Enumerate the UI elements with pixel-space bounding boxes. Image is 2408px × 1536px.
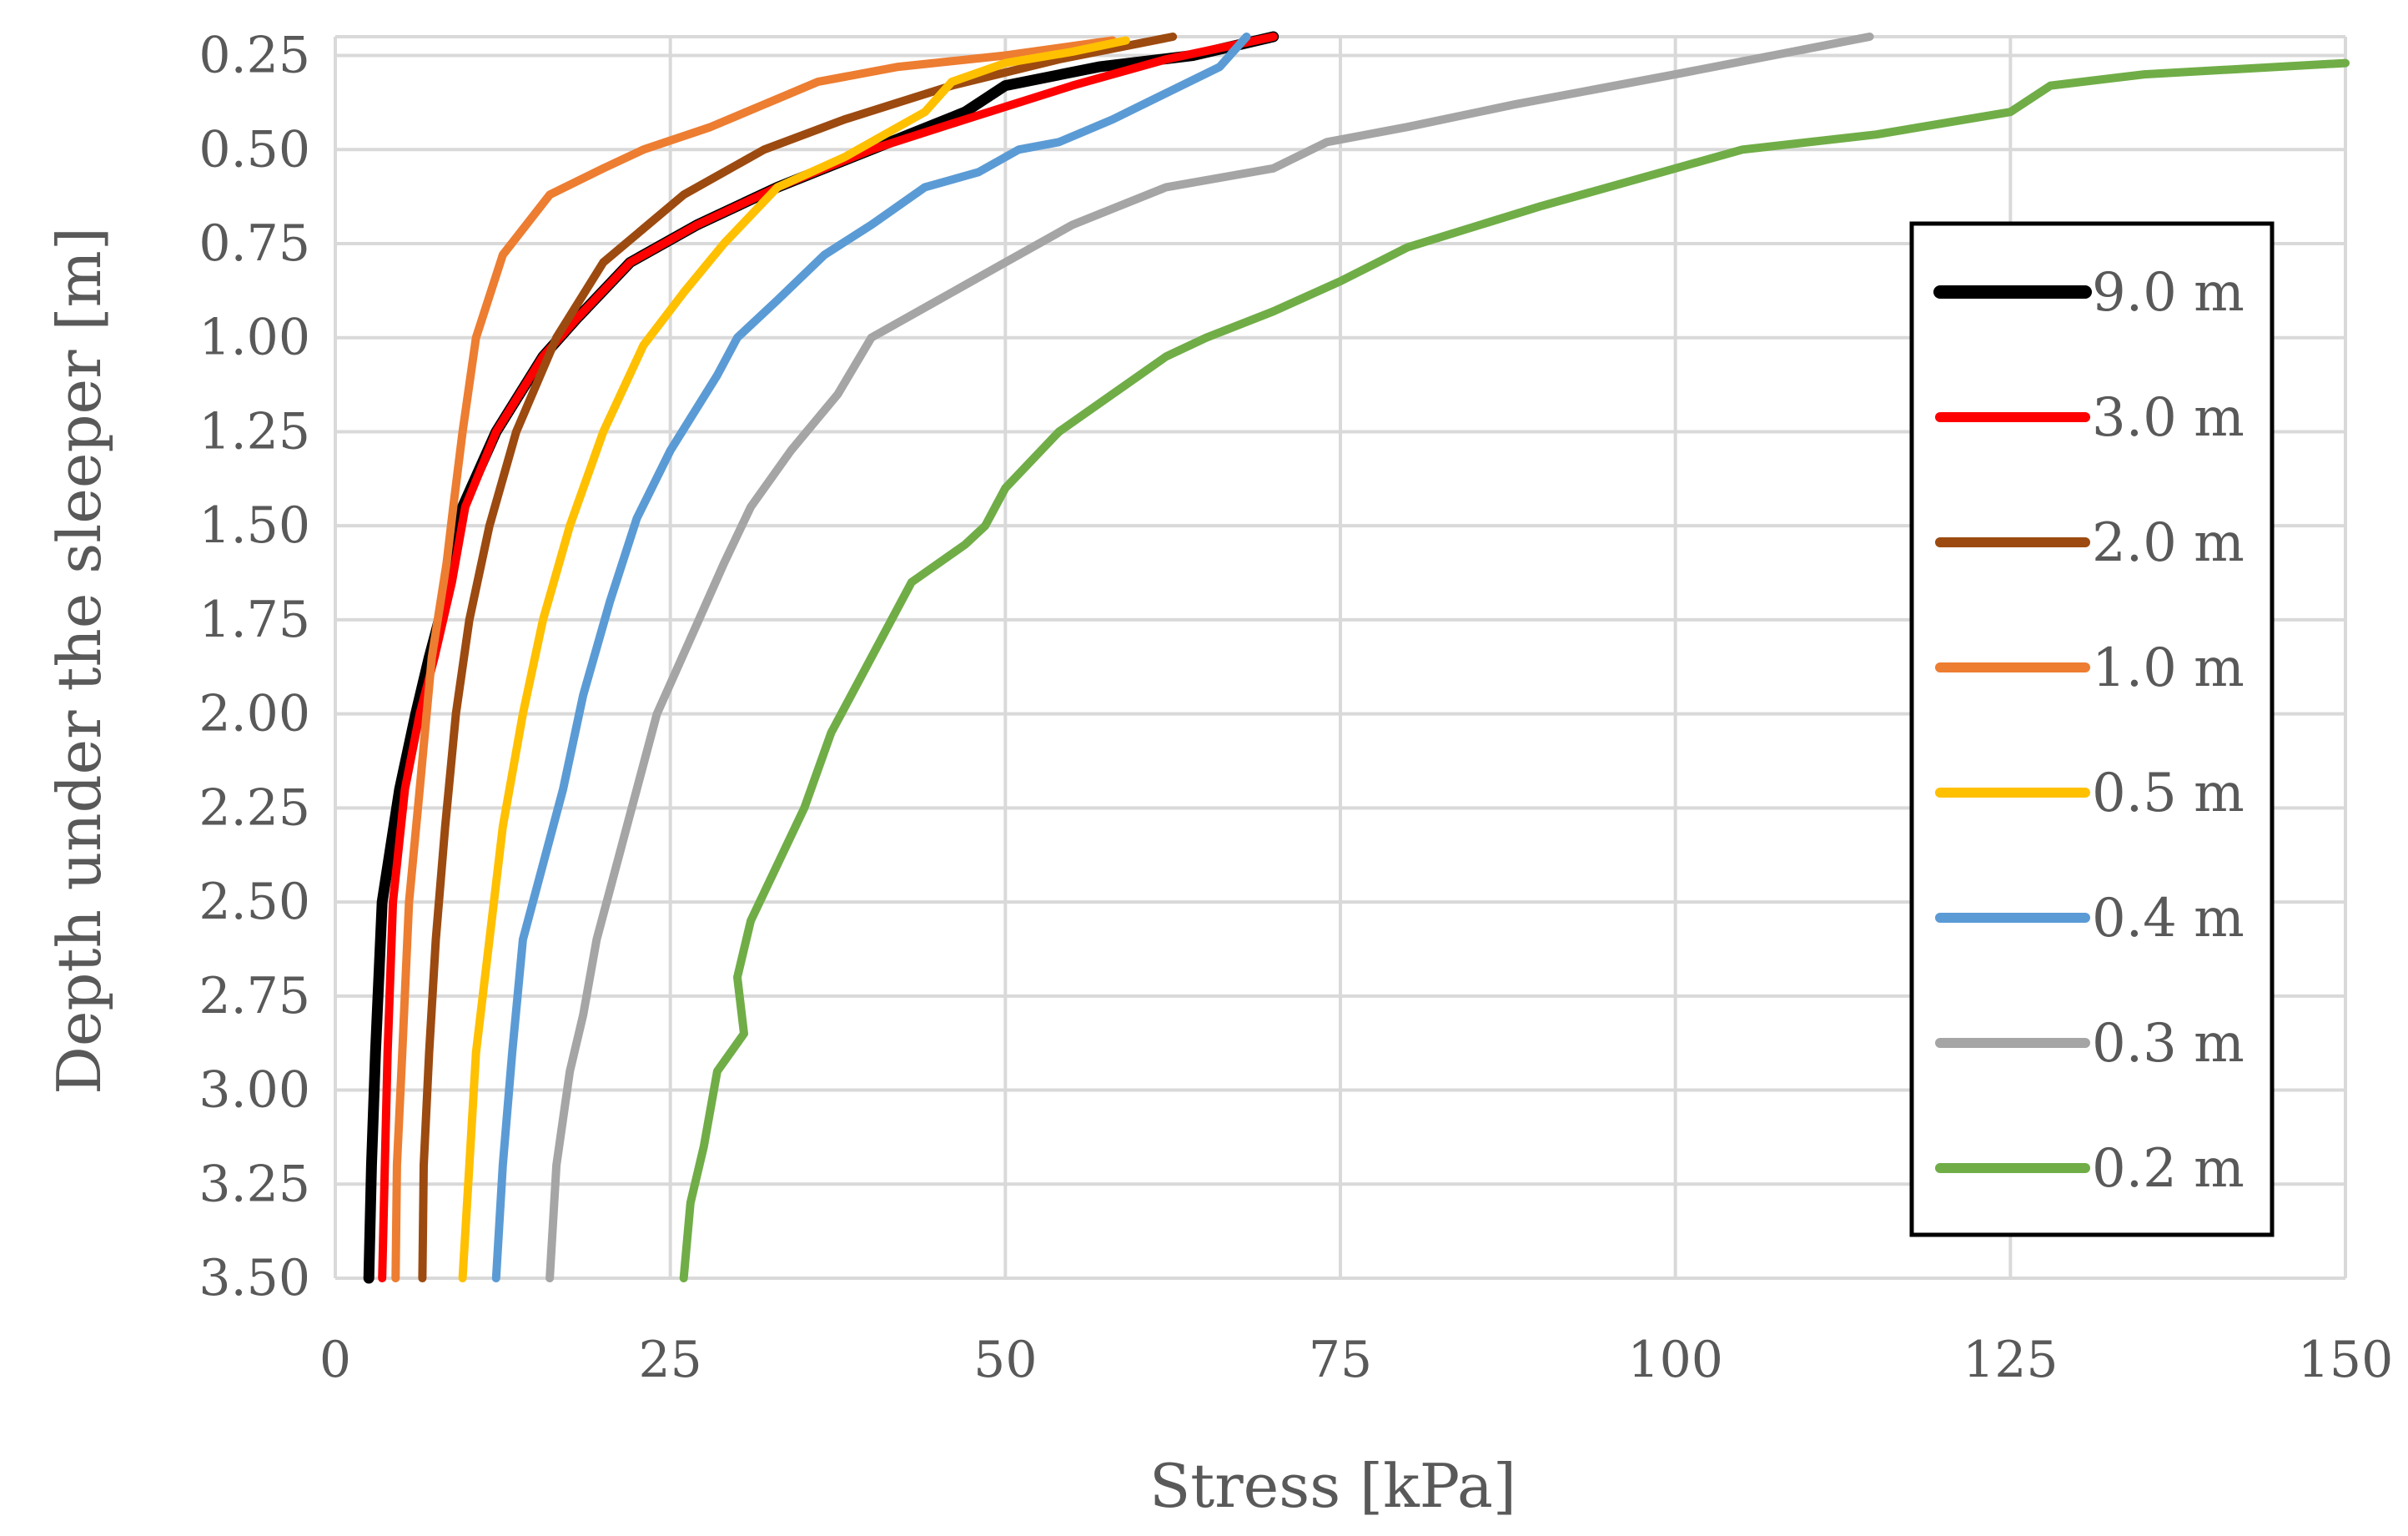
legend-label-0-5-m: 0.5 m bbox=[2092, 763, 2245, 824]
x-tick-label-100: 100 bbox=[1627, 1331, 1723, 1389]
x-tick-label-75: 75 bbox=[1309, 1331, 1372, 1389]
y-tick-label-1.50: 1.50 bbox=[199, 496, 310, 555]
y-tick-label-2.75: 2.75 bbox=[199, 967, 310, 1025]
y-tick-label-2.50: 2.50 bbox=[199, 873, 310, 931]
series-line-9-0-m bbox=[363, 31, 1279, 1284]
series-line-0-2-m bbox=[679, 58, 2350, 1282]
y-tick-label-2.25: 2.25 bbox=[199, 778, 310, 837]
y-tick-label-3.50: 3.50 bbox=[199, 1249, 310, 1307]
y-tick-label-0.75: 0.75 bbox=[199, 214, 310, 273]
legend-label-0-4-m: 0.4 m bbox=[2092, 888, 2245, 949]
legend-label-0-2-m: 0.2 m bbox=[2092, 1138, 2245, 1200]
x-tick-label-25: 25 bbox=[638, 1331, 701, 1389]
series-layer bbox=[363, 31, 2350, 1284]
y-tick-label-2.00: 2.00 bbox=[199, 685, 310, 743]
y-tick-label-0.25: 0.25 bbox=[199, 27, 310, 85]
legend-label-0-3-m: 0.3 m bbox=[2092, 1013, 2245, 1075]
series-line-2-0-m bbox=[418, 33, 1178, 1282]
x-tick-label-50: 50 bbox=[973, 1331, 1037, 1389]
y-axis-title: Depth under the sleeper [m] bbox=[44, 227, 114, 1095]
series-line-3-0-m bbox=[378, 33, 1278, 1282]
legend-box bbox=[1909, 221, 2275, 1237]
series-line-1-0-m bbox=[391, 36, 1117, 1282]
legend-label-2-0-m: 2.0 m bbox=[2092, 512, 2245, 574]
legend-label-9-0-m: 9.0 m bbox=[2092, 262, 2245, 324]
y-tick-label-0.50: 0.50 bbox=[199, 120, 310, 179]
x-axis-title: Stress [kPa] bbox=[1149, 1451, 1516, 1521]
legend-label-1-0-m: 1.0 m bbox=[2092, 637, 2245, 699]
x-tick-label-0: 0 bbox=[319, 1331, 351, 1389]
series-line-0-4-m bbox=[491, 33, 1251, 1282]
y-tick-label-1.75: 1.75 bbox=[199, 591, 310, 649]
y-tick-label-1.25: 1.25 bbox=[199, 402, 310, 461]
legend: 9.0 m 3.0 m 2.0 m 1.0 m 0.5 m 0.4 m 0.3 m 0.2 m bbox=[1909, 221, 2275, 1237]
series-line-0-5-m bbox=[458, 36, 1130, 1282]
y-tick-label-3.25: 3.25 bbox=[199, 1155, 310, 1213]
axis-layer: 0 25 50 75 100 125 150 0.25 0.50 0.75 1.00 1.25 1.50… bbox=[199, 27, 2393, 1389]
x-tick-label-150: 150 bbox=[2298, 1331, 2394, 1389]
x-tick-label-125: 125 bbox=[1963, 1331, 2059, 1389]
series-line-0-3-m bbox=[545, 33, 1874, 1282]
y-tick-label-3.00: 3.00 bbox=[199, 1061, 310, 1120]
y-tick-label-1.00: 1.00 bbox=[199, 309, 310, 367]
legend-label-3-0-m: 3.0 m bbox=[2092, 387, 2245, 449]
